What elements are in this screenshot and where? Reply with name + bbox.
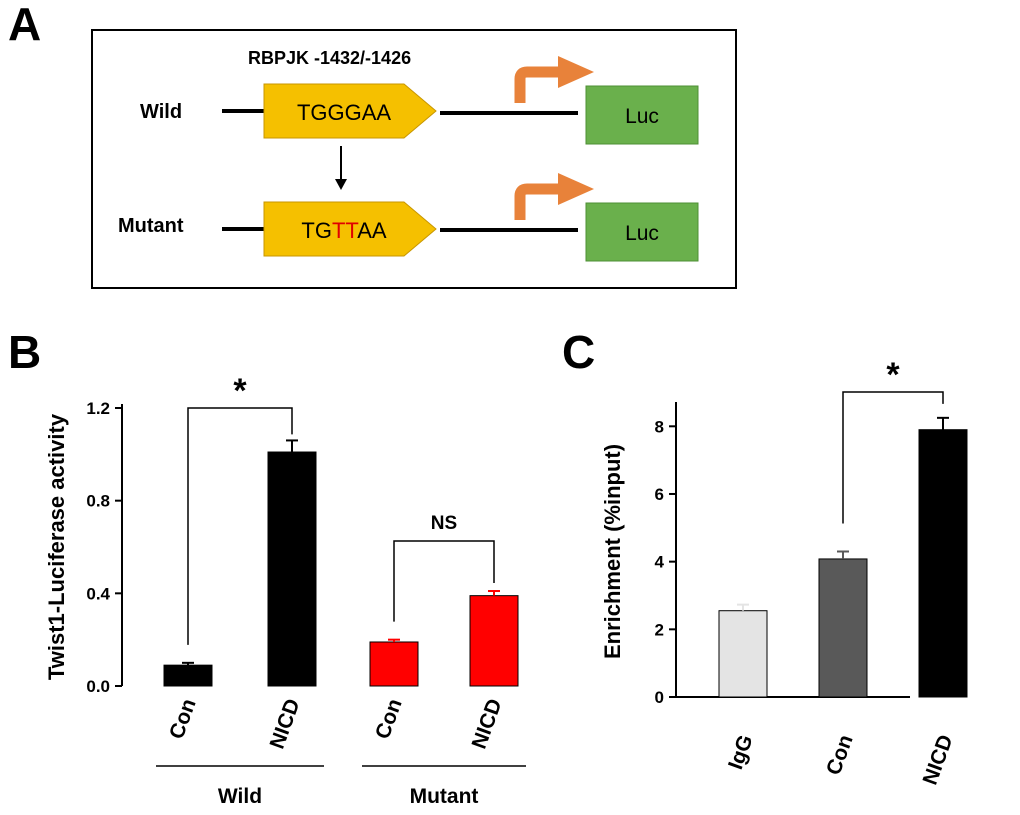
- chart-c-y-tick-label: 6: [655, 485, 664, 504]
- chart-c-y-tick-label: 4: [655, 553, 665, 572]
- chart-b-bar-con-0: [163, 664, 213, 687]
- mutant-site-sequence: TGTTAA: [301, 218, 386, 243]
- mutant-site-arrow: [263, 201, 437, 257]
- chart-c-bar-igg-0: [718, 610, 768, 698]
- chart-c-bar-con-1: [818, 558, 868, 698]
- chart-b-significance-bracket-0: [187, 407, 293, 645]
- panel-b-letter: B: [8, 326, 41, 378]
- wild-tss-arrowhead: [558, 56, 594, 88]
- chart-b: 0.0 0.4 0.8 1.2 Twist1-Luciferase activity Co…: [44, 372, 526, 808]
- wild-site-arrow: [263, 83, 437, 139]
- mutation-arrow-head: [335, 179, 347, 190]
- mutant-luc-label: Luc: [625, 222, 659, 245]
- wild-tss-arrow: [514, 66, 560, 103]
- chart-c-y-tick-label: 8: [655, 417, 664, 436]
- chart-b-significance-bracket-1: [393, 540, 495, 622]
- chart-b-x-tick-label: NICD: [468, 696, 507, 752]
- chart-b-bar-nicd-3: [469, 595, 519, 687]
- panel-a-frame: [91, 29, 737, 289]
- mutant-tss-arrow: [514, 183, 560, 220]
- chart-b-y-tick-label: 1.2: [86, 399, 110, 418]
- chart-c-significance-label-0: *: [886, 356, 900, 394]
- chart-c-y-tick-label: 2: [655, 620, 664, 639]
- wild-row-label: Wild: [140, 101, 182, 123]
- mutant-row-label: Mutant: [118, 215, 184, 237]
- mutant-luc-box: [585, 202, 699, 262]
- panel-c-letter: C: [562, 326, 595, 378]
- wild-luc-label: Luc: [625, 105, 659, 128]
- chart-b-group-label-1: Mutant: [410, 785, 479, 808]
- chart-c-x-tick-label: NICD: [919, 732, 958, 788]
- chart-b-significance-label-0: *: [233, 372, 247, 410]
- chart-c-x-tick-label: IgG: [724, 732, 758, 773]
- mutant-tss-arrowhead: [558, 173, 594, 205]
- mutant-seq-suffix: AA: [357, 218, 387, 243]
- site-label: RBPJK -1432/-1426: [248, 48, 411, 68]
- chart-b-y-tick-label: 0.0: [86, 677, 110, 696]
- chart-b-group-label-0: Wild: [218, 785, 262, 808]
- chart-b-y-tick-label: 0.4: [86, 584, 110, 603]
- chart-b-x-tick-label: Con: [165, 696, 201, 742]
- chart-c-significance-bracket-0: [842, 391, 944, 524]
- wild-luc-box: [585, 85, 699, 145]
- wild-site-sequence: TGGGAA: [297, 100, 391, 125]
- mutant-seq-prefix: TG: [301, 218, 332, 243]
- chart-b-y-axis-label: Twist1-Luciferase activity: [44, 413, 69, 680]
- chart-b-bar-nicd-1: [267, 451, 317, 687]
- panel-a-letter: A: [8, 0, 41, 50]
- mutant-seq-mutation: TT: [332, 218, 358, 243]
- chart-b-bar-con-2: [369, 641, 419, 687]
- chart-c-y-tick-label: 0: [655, 688, 664, 707]
- chart-b-x-tick-label: NICD: [266, 696, 305, 752]
- chart-b-x-tick-label: Con: [371, 696, 407, 742]
- chart-c-y-axis-label: Enrichment (%input): [600, 444, 625, 659]
- chart-c-x-tick-label: Con: [822, 732, 858, 778]
- chart-c-bar-nicd-2: [918, 429, 968, 698]
- chart-b-significance-label-1: NS: [431, 513, 457, 534]
- chart-c: 0 2 4 6 8 Enrichment (%input) IgG Con NICD *: [600, 356, 968, 788]
- chart-b-y-tick-label: 0.8: [86, 492, 110, 511]
